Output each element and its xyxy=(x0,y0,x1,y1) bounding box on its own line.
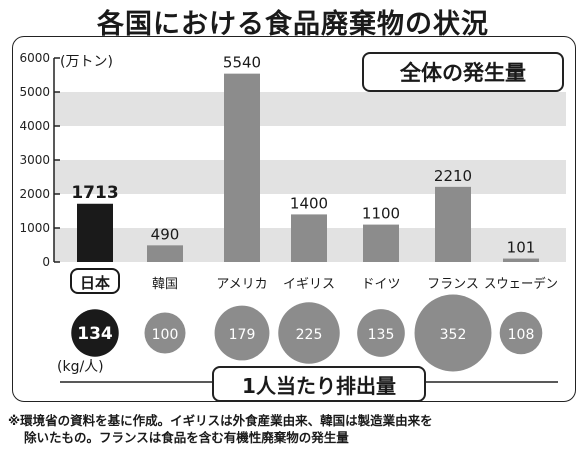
per-capita-value-label: 108 xyxy=(508,327,535,343)
bar xyxy=(435,186,471,262)
bar xyxy=(224,73,260,262)
category-label: アメリカ xyxy=(216,277,267,292)
y-tick-label: 2000 xyxy=(19,187,50,201)
category-highlight-box xyxy=(70,268,120,294)
bar-value-label: 101 xyxy=(507,239,536,257)
per-capita-bubble xyxy=(144,312,186,354)
bar-value-label: 1713 xyxy=(71,183,118,203)
per-capita-bubble xyxy=(278,302,340,364)
per-capita-bubble xyxy=(414,294,492,372)
source-note-line-1: ※環境省の資料を基に作成。イギリスは外食産業由来、韓国は製造業由来を xyxy=(8,413,433,428)
source-note-line-2: 除いたもの。フランスは食品を含む有機性廃棄物の発生量 xyxy=(24,430,349,445)
per-capita-label: 1人当たり排出量 xyxy=(212,366,426,402)
bar-value-label: 5540 xyxy=(223,54,261,72)
y-tick-label: 3000 xyxy=(19,153,50,167)
y-tick-label: 5000 xyxy=(19,85,50,99)
bar xyxy=(503,258,539,262)
per-capita-value-label: 135 xyxy=(368,327,395,343)
bar-value-label: 2210 xyxy=(434,167,472,185)
bar xyxy=(77,203,113,262)
category-label: フランス xyxy=(427,277,479,292)
category-label: 韓国 xyxy=(152,277,178,292)
total-volume-label: 全体の発生量 xyxy=(362,52,564,92)
y-tick-label: 6000 xyxy=(19,51,50,65)
y-tick-label: 4000 xyxy=(19,119,50,133)
chart-title: 各国における食品廃棄物の状況 xyxy=(97,9,489,40)
bar xyxy=(147,245,183,262)
per-capita-value-label: 179 xyxy=(229,327,256,343)
per-capita-bubble xyxy=(214,305,270,361)
source-note: ※環境省の資料を基に作成。イギリスは外食産業由来、韓国は製造業由来を 除いたもの… xyxy=(8,412,580,446)
per-capita-value-label: 100 xyxy=(152,327,179,343)
y-axis-unit-label: (万トン) xyxy=(60,54,113,70)
category-label: 日本 xyxy=(80,274,110,292)
category-label: スウェーデン xyxy=(484,276,558,292)
bar-value-label: 1100 xyxy=(362,205,400,223)
per-capita-bubble xyxy=(357,309,405,357)
per-capita-value-label: 134 xyxy=(77,324,113,344)
per-capita-bubble xyxy=(499,311,543,355)
per-capita-value-label: 352 xyxy=(440,327,467,343)
bar-value-label: 490 xyxy=(151,225,180,243)
y-tick-label: 0 xyxy=(42,255,50,269)
bar xyxy=(291,214,327,262)
per-capita-value-label: 225 xyxy=(296,327,323,343)
category-label: イギリス xyxy=(283,277,335,292)
per-capita-bubble xyxy=(71,309,119,357)
y-tick-label: 1000 xyxy=(19,221,50,235)
bar-value-label: 1400 xyxy=(290,194,328,212)
per-capita-unit-label: (kg/人) xyxy=(57,359,104,375)
category-label: ドイツ xyxy=(361,277,400,292)
bar xyxy=(363,224,399,262)
grid-band xyxy=(54,92,566,126)
grid-band xyxy=(54,160,566,194)
